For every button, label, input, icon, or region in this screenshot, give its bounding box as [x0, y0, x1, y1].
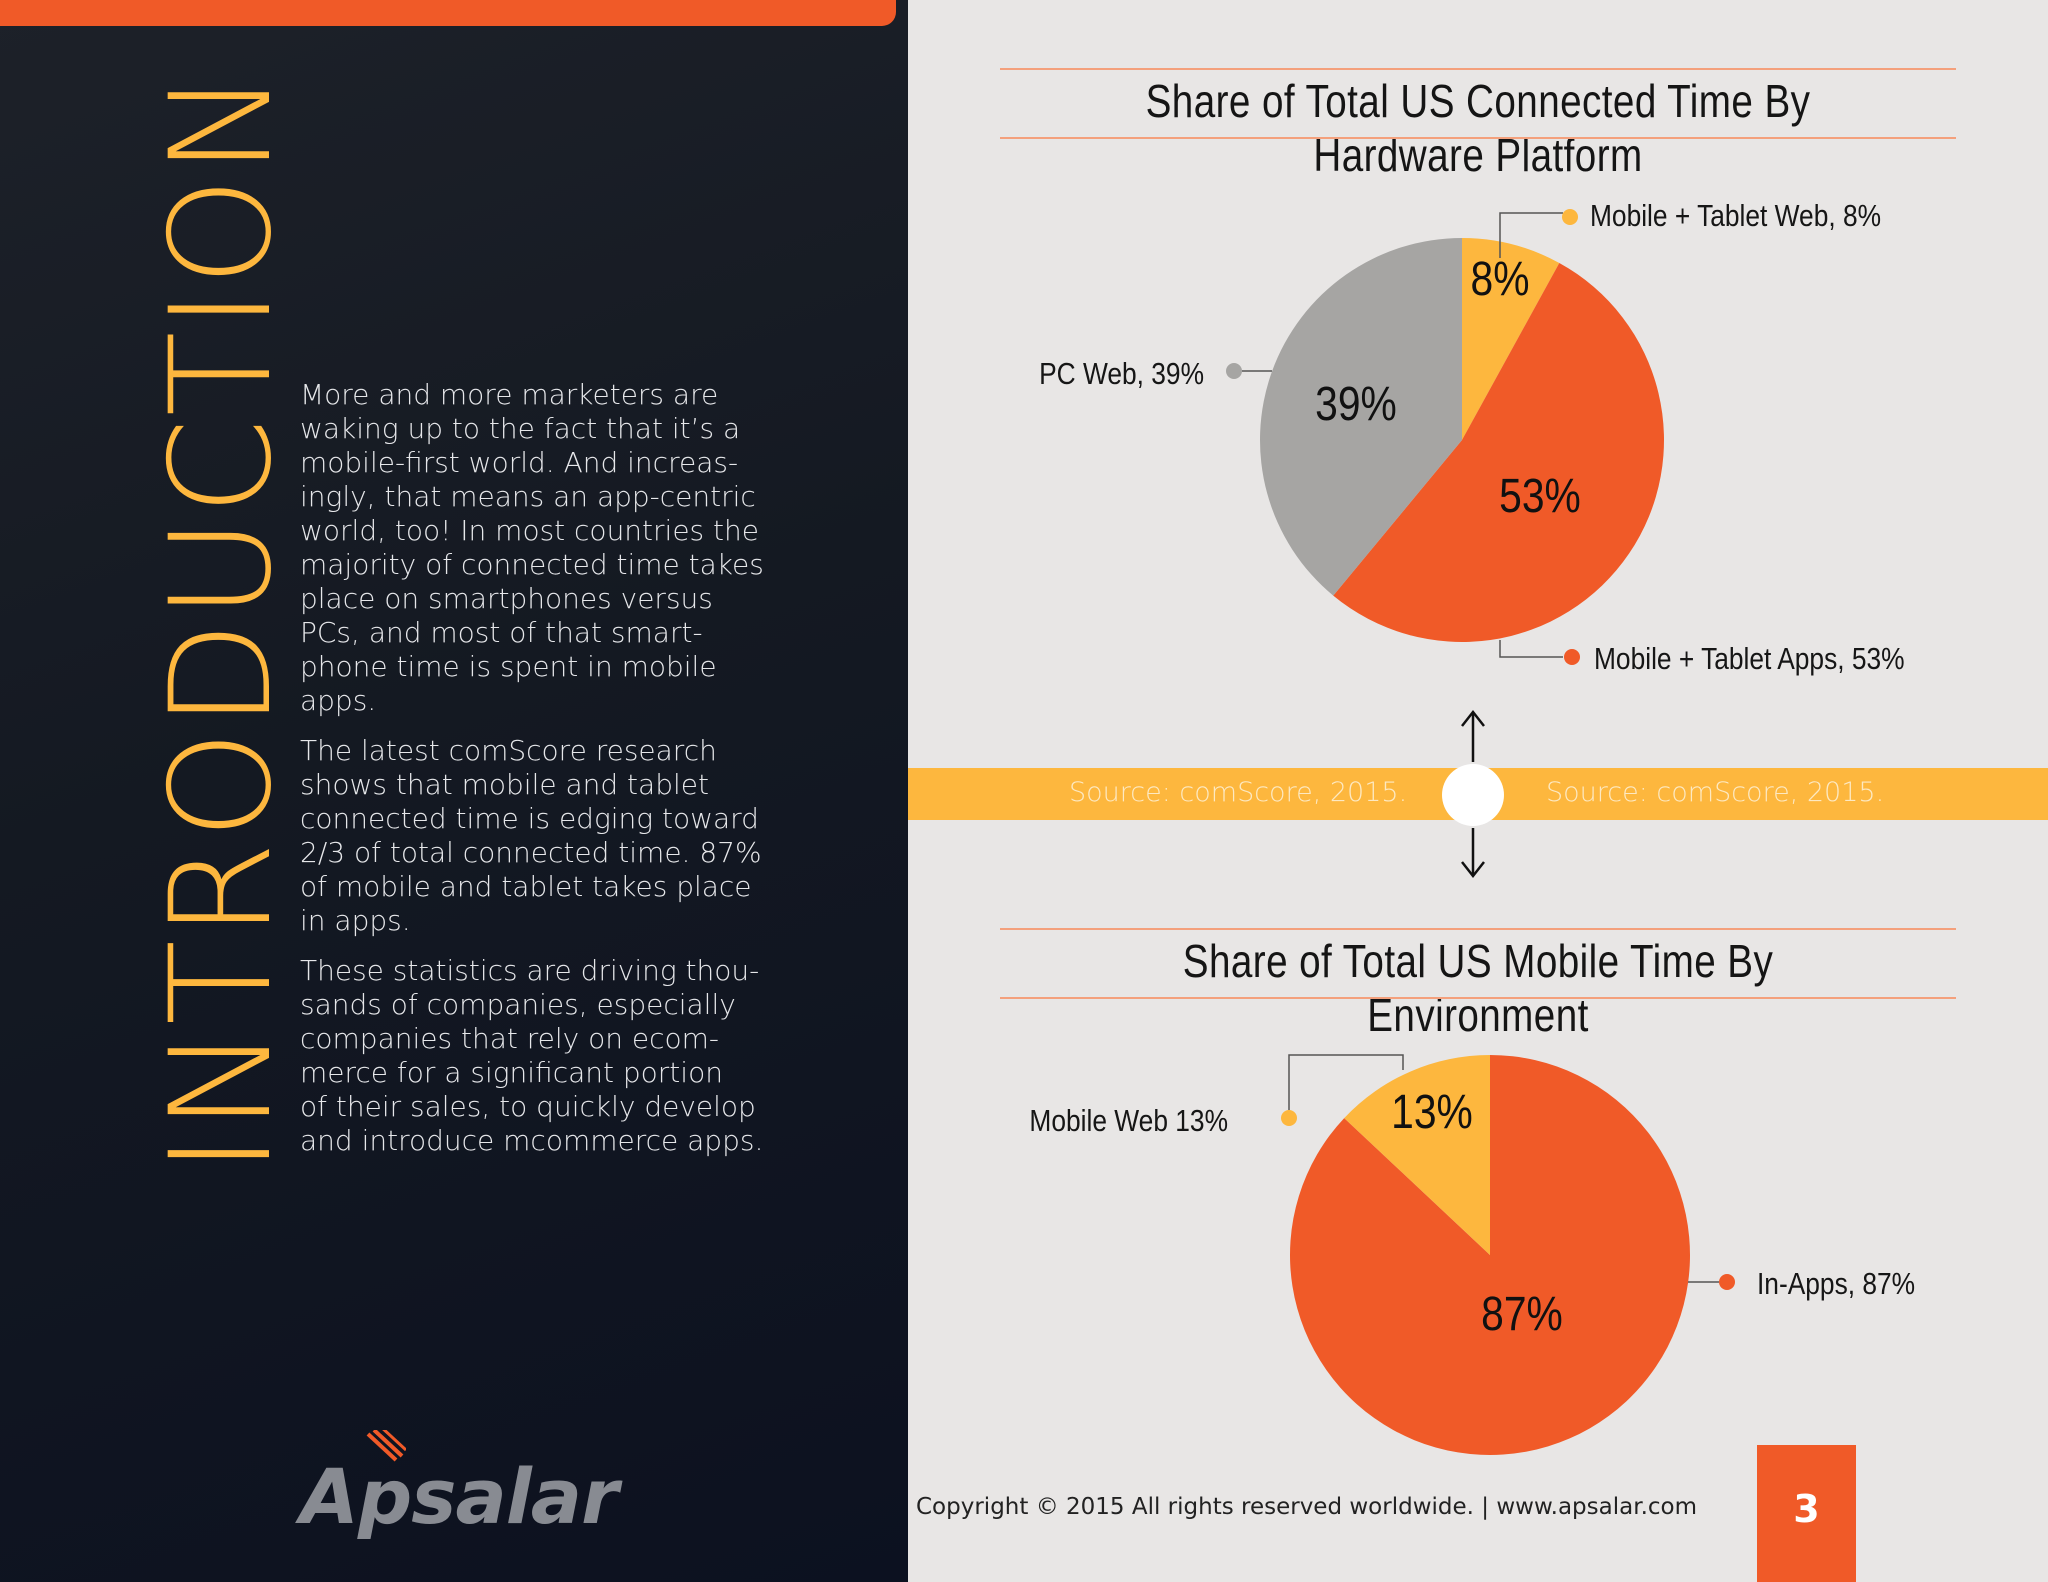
pie-slice-value-label: 13%	[1391, 1086, 1473, 1139]
callout-dot	[1562, 209, 1578, 225]
pie-legend-label: PC Web, 39%	[1039, 357, 1204, 391]
title-rule-top	[1000, 928, 1956, 930]
intro-paragraph: These statistics are driving thou- sands…	[300, 954, 764, 1157]
pie-legend-label: Mobile + Tablet Web, 8%	[1590, 199, 1881, 233]
pie-slice	[1260, 238, 1462, 596]
page-number-box: 3	[1757, 1445, 1856, 1582]
source-note-right: Source: comScore, 2015.	[1546, 777, 1885, 808]
pie-legend-label: Mobile + Tablet Apps, 53%	[1594, 642, 1905, 676]
title-rule-bottom	[1000, 137, 1956, 139]
logo-mark-icon	[366, 1430, 406, 1462]
title-rule-top	[1000, 68, 1956, 70]
intro-panel: INTRODUCTION More and more marketers are…	[0, 0, 908, 1582]
pie-legend-label: In-Apps, 87%	[1757, 1267, 1915, 1301]
apsalar-logo: Apsalar	[300, 1430, 620, 1541]
pie-slice-value-label: 39%	[1315, 378, 1397, 431]
callout-dot	[1281, 1110, 1297, 1126]
callout-leader-line	[1288, 1054, 1404, 1110]
intro-paragraph: More and more marketers are waking up to…	[300, 378, 764, 717]
callout-leader-line	[1499, 212, 1563, 258]
arrow-down-icon	[1461, 828, 1485, 879]
top-accent-bar	[0, 0, 896, 26]
pie-legend-label: Mobile Web 13%	[1029, 1104, 1228, 1138]
callout-dot	[1226, 363, 1242, 379]
footer-copyright: Copyright © 2015 All rights reserved wor…	[916, 1494, 1698, 1520]
pie-slice	[1333, 262, 1665, 643]
pie-slice	[1462, 238, 1560, 440]
page-number: 3	[1793, 1487, 1820, 1531]
divider-circle	[1442, 764, 1504, 826]
callout-dot	[1719, 1274, 1735, 1290]
source-note-left: Source: comScore, 2015.	[1069, 777, 1408, 808]
title-rule-bottom	[1000, 997, 1956, 999]
chart-title-environment: Share of Total US Mobile Time By Environ…	[1182, 935, 1774, 1041]
intro-body: More and more marketers are waking up to…	[300, 378, 780, 1174]
logo-wordmark: Apsalar	[300, 1452, 619, 1541]
pie-slice-value-label: 87%	[1481, 1288, 1563, 1341]
arrow-up-icon	[1461, 709, 1485, 762]
pie-slice	[1289, 1055, 1690, 1455]
callout-dot	[1564, 649, 1580, 665]
pie-slice-value-label: 8%	[1471, 253, 1530, 306]
pie-slice-value-label: 53%	[1499, 470, 1581, 523]
intro-paragraph: The latest comScore research shows that …	[300, 734, 762, 937]
callout-leader-line	[1499, 640, 1563, 658]
pie-slice	[1344, 1055, 1490, 1255]
